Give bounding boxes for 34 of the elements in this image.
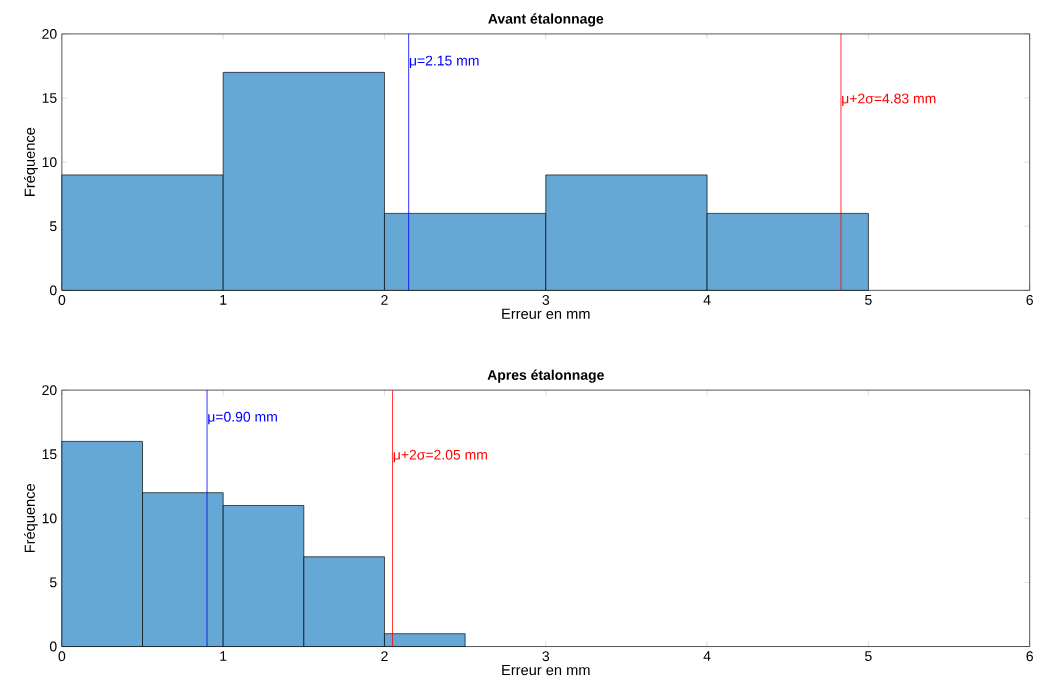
x-tick-label: 0: [58, 651, 66, 661]
x-tick-label: 0: [58, 294, 66, 305]
x-axis-title: Erreur en mm: [502, 308, 590, 319]
y-tick-label: 5: [49, 221, 57, 231]
x-tick-label: 6: [1026, 651, 1033, 661]
ref-line-label: μ+2σ=2.05 mm: [393, 449, 487, 462]
x-tick-label: 2: [381, 294, 388, 305]
y-tick-label: 10: [42, 156, 57, 167]
y-tick-label: 15: [42, 449, 57, 459]
y-tick-label: 20: [42, 384, 57, 395]
ref-line-label: μ=2.15 mm: [409, 55, 479, 68]
chart-title: Apres étalonnage: [487, 369, 604, 383]
x-tick-label: 4: [703, 294, 711, 305]
y-tick-label: 20: [42, 28, 57, 39]
ref-line-label: μ+2σ=4.83 mm: [842, 93, 936, 106]
y-tick-label: 0: [49, 641, 57, 652]
y-tick-label: 5: [49, 577, 57, 588]
x-tick-label: 3: [542, 294, 550, 305]
x-tick-label: 2: [381, 651, 388, 661]
x-tick-label: 5: [865, 651, 872, 661]
x-tick-label: 5: [865, 294, 872, 305]
chart-title: Avant étalonnage: [488, 13, 604, 27]
x-axis-title: Erreur en mm: [502, 664, 590, 675]
y-tick-label: 0: [49, 285, 57, 296]
x-tick-label: 4: [703, 651, 711, 661]
y-tick-label: 15: [42, 92, 57, 103]
ref-line-label: μ=0.90 mm: [208, 411, 277, 425]
y-axis-title: Fréquence: [24, 127, 38, 196]
y-axis-title: Fréquence: [24, 483, 38, 552]
y-tick-label: 10: [42, 513, 57, 524]
x-tick-label: 1: [220, 294, 227, 305]
x-tick-label: 6: [1026, 294, 1033, 305]
x-tick-label: 1: [220, 651, 227, 661]
x-tick-label: 3: [542, 651, 550, 661]
